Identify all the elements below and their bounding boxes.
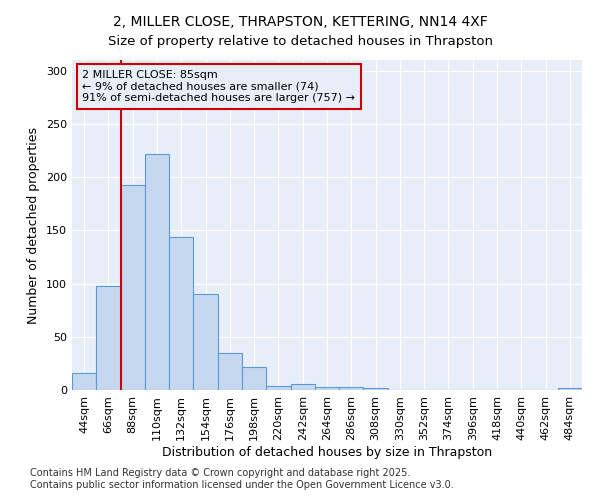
Y-axis label: Number of detached properties: Number of detached properties	[28, 126, 40, 324]
Text: Contains HM Land Registry data © Crown copyright and database right 2025.
Contai: Contains HM Land Registry data © Crown c…	[30, 468, 454, 490]
Text: 2, MILLER CLOSE, THRAPSTON, KETTERING, NN14 4XF: 2, MILLER CLOSE, THRAPSTON, KETTERING, N…	[113, 15, 487, 29]
Bar	[315, 387, 339, 390]
Text: 2 MILLER CLOSE: 85sqm
← 9% of detached houses are smaller (74)
91% of semi-detac: 2 MILLER CLOSE: 85sqm ← 9% of detached h…	[82, 70, 355, 103]
Bar	[339, 387, 364, 390]
Bar	[96, 286, 121, 390]
Bar	[121, 184, 145, 390]
Bar	[558, 388, 582, 390]
Bar	[218, 352, 242, 390]
Text: Size of property relative to detached houses in Thrapston: Size of property relative to detached ho…	[107, 35, 493, 48]
Bar	[145, 154, 169, 390]
Bar	[193, 294, 218, 390]
Bar	[364, 388, 388, 390]
Bar	[266, 386, 290, 390]
Bar	[169, 236, 193, 390]
Bar	[290, 384, 315, 390]
Bar	[242, 366, 266, 390]
X-axis label: Distribution of detached houses by size in Thrapston: Distribution of detached houses by size …	[162, 446, 492, 458]
Bar	[72, 373, 96, 390]
